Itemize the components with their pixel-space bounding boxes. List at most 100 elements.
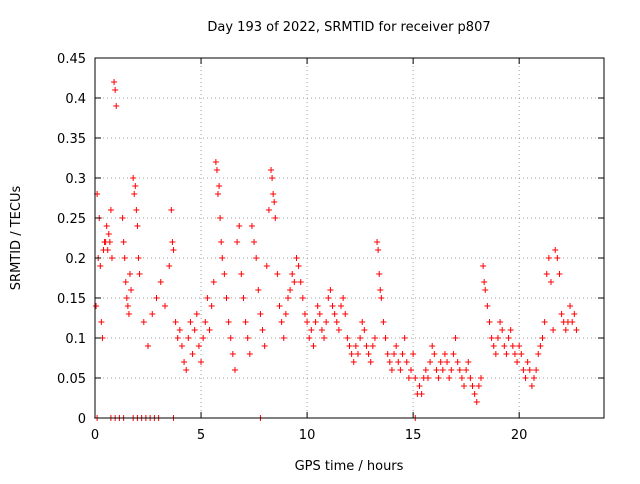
data-point (573, 327, 580, 333)
data-point (424, 375, 431, 381)
data-point (113, 103, 120, 109)
data-point (310, 343, 317, 349)
data-point (531, 375, 538, 381)
data-point (509, 343, 516, 349)
y-tick-label: 0.45 (57, 52, 86, 67)
plot-frame (94, 57, 605, 419)
data-point (554, 255, 561, 261)
data-point (377, 287, 384, 293)
x-tick-label: 20 (511, 428, 528, 443)
data-point (505, 335, 512, 341)
data-point (335, 327, 342, 333)
data-point (543, 271, 550, 277)
data-point (378, 295, 385, 301)
y-tick-label: 0.2 (65, 252, 86, 267)
data-point (571, 311, 578, 317)
data-point (122, 279, 129, 285)
data-point (270, 191, 277, 197)
data-point (105, 231, 112, 237)
data-point (405, 375, 412, 381)
data-point (321, 335, 328, 341)
data-point (103, 223, 110, 229)
data-point (340, 295, 347, 301)
y-tick-label: 0.05 (57, 372, 86, 387)
data-point (473, 399, 480, 405)
data-point (556, 271, 563, 277)
data-point (484, 303, 491, 309)
data-point (450, 351, 457, 357)
data-point (312, 319, 319, 325)
data-point (384, 351, 391, 357)
data-point (363, 343, 370, 349)
data-point (246, 351, 253, 357)
data-point (412, 375, 419, 381)
data-point (386, 359, 393, 365)
chart-title: Day 193 of 2022, SRMTID for receiver p80… (207, 20, 490, 35)
data-point (176, 327, 183, 333)
data-point (482, 287, 489, 293)
ticks-layer: 0 5 10 15 20 0 0.05 0.1 0.15 0.2 0.25 0.3 0.35 0.4 0.4… (57, 52, 604, 443)
data-point (98, 319, 105, 325)
data-point (361, 327, 368, 333)
data-point (395, 359, 402, 365)
data-point (202, 319, 209, 325)
data-point (550, 327, 557, 333)
data-point (218, 239, 225, 245)
data-point (174, 335, 181, 341)
data-point (503, 351, 510, 357)
data-point (128, 287, 135, 293)
data-point (229, 351, 236, 357)
data-point (107, 207, 114, 213)
data-point (388, 367, 395, 373)
data-point (437, 359, 444, 365)
data-point (181, 359, 188, 365)
data-point (333, 319, 340, 325)
data-point (429, 343, 436, 349)
data-point (282, 311, 289, 317)
data-point (234, 239, 241, 245)
data-point (471, 391, 478, 397)
data-point (359, 319, 366, 325)
y-tick-label: 0.3 (65, 172, 86, 187)
data-point (189, 351, 196, 357)
data-point (539, 335, 546, 341)
data-point (562, 327, 569, 333)
data-point (255, 287, 262, 293)
data-point (104, 247, 111, 253)
data-point (533, 367, 540, 373)
data-point (552, 247, 559, 253)
data-point (524, 359, 531, 365)
data-point (348, 351, 355, 357)
y-tick-label: 0.25 (57, 212, 86, 227)
data-point (369, 343, 376, 349)
y-tick-label: 0.1 (65, 332, 86, 347)
data-point (352, 343, 359, 349)
data-point (522, 375, 529, 381)
data-point (251, 239, 258, 245)
data-point (221, 271, 228, 277)
y-tick-label: 0.35 (57, 132, 86, 147)
data-point (567, 303, 574, 309)
y-axis-label: SRMTID / TECUs (9, 186, 24, 291)
data-point (191, 327, 198, 333)
data-point (108, 255, 115, 261)
data-point (206, 327, 213, 333)
data-point (204, 295, 211, 301)
data-point (261, 343, 268, 349)
data-point (295, 263, 302, 269)
data-point (257, 311, 264, 317)
data-point (401, 335, 408, 341)
data-point (391, 351, 398, 357)
data-point (357, 335, 364, 341)
data-point (193, 311, 200, 317)
data-point (427, 359, 434, 365)
data-point (448, 367, 455, 373)
data-point (318, 327, 325, 333)
data-point (416, 383, 423, 389)
data-point (268, 167, 275, 173)
data-point (463, 367, 470, 373)
data-point (225, 319, 232, 325)
data-point (124, 303, 131, 309)
data-point (293, 255, 300, 261)
